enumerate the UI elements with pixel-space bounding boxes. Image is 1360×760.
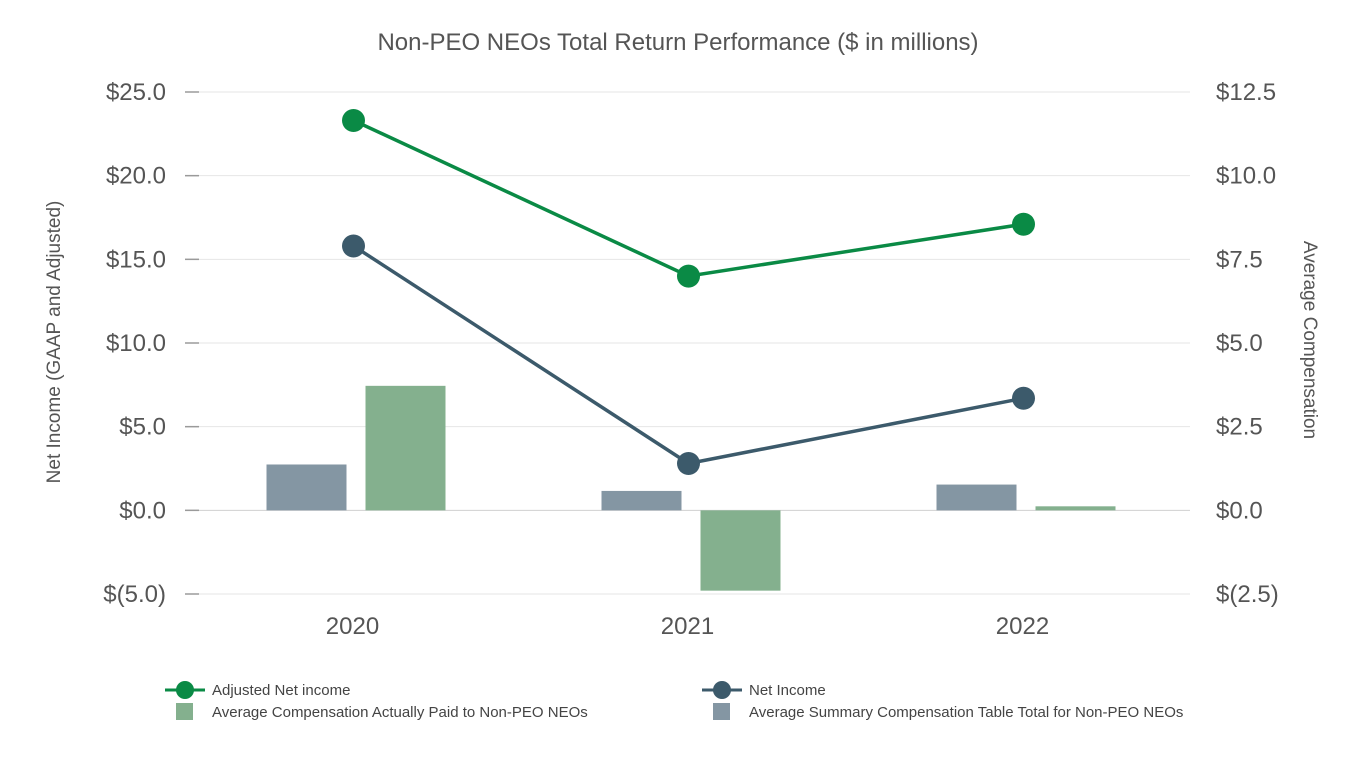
point-net-income <box>1012 386 1035 410</box>
point-net-income <box>677 451 700 475</box>
right-axis-ticks: $12.5 $10.0 $7.5 $5.0 $2.5 $0.0 $(2.5) <box>1216 79 1279 608</box>
bar-summary-comp <box>266 464 347 511</box>
left-axis-label: Net Income (GAAP and Adjusted) <box>44 201 65 484</box>
x-tick-label: 2020 <box>326 613 379 640</box>
legend-label: Average Summary Compensation Table Total… <box>749 704 1183 721</box>
line-adjusted-net-income <box>352 118 1024 278</box>
bar-summary-comp <box>601 490 682 511</box>
point-net-income <box>342 234 365 258</box>
x-tick-label: 2021 <box>661 613 714 640</box>
right-tick-label: $12.5 <box>1216 79 1276 106</box>
right-tick-label: $0.0 <box>1216 497 1263 524</box>
legend-label: Average Compensation Actually Paid to No… <box>212 704 588 721</box>
right-tick-label: $(2.5) <box>1216 581 1279 608</box>
right-tick-label: $10.0 <box>1216 163 1276 190</box>
legend-swatch-bar <box>713 703 730 720</box>
right-tick-label: $7.5 <box>1216 246 1263 273</box>
lines <box>342 108 1035 475</box>
bar-comp-actually-paid <box>700 510 781 591</box>
point-adjusted-net-income <box>677 264 700 288</box>
bars <box>266 385 1116 591</box>
bar-summary-comp <box>936 484 1017 511</box>
left-axis-ticks: $25.0 $20.0 $15.0 $10.0 $5.0 $0.0 $(5.0) <box>103 79 166 608</box>
left-tick-label: $20.0 <box>106 163 166 190</box>
left-tick-label: $0.0 <box>119 497 166 524</box>
legend-label: Adjusted Net income <box>212 682 350 699</box>
legend-swatch-bar <box>176 703 193 720</box>
left-tick-label: $5.0 <box>119 414 166 441</box>
bar-comp-actually-paid <box>365 385 446 511</box>
gridlines <box>185 91 1190 595</box>
legend-label: Net Income <box>749 682 826 699</box>
legend-swatch-marker <box>176 681 194 699</box>
chart-title: Non-PEO NEOs Total Return Performance ($… <box>377 29 978 56</box>
left-tick-label: $10.0 <box>106 330 166 357</box>
legend-swatch-marker <box>713 681 731 699</box>
legend: Adjusted Net income Net Income Average Com… <box>165 681 1183 721</box>
x-tick-label: 2022 <box>996 613 1049 640</box>
left-tick-label: $15.0 <box>106 246 166 273</box>
x-axis-ticks: 2020 2021 2022 <box>326 613 1049 640</box>
bar-comp-actually-paid <box>1035 506 1116 511</box>
right-tick-label: $5.0 <box>1216 330 1263 357</box>
point-adjusted-net-income <box>342 108 365 132</box>
right-tick-label: $2.5 <box>1216 414 1263 441</box>
left-tick-label: $25.0 <box>106 79 166 106</box>
left-tick-label: $(5.0) <box>103 581 166 608</box>
right-axis-label: Average Compensation <box>1299 241 1320 439</box>
point-adjusted-net-income <box>1012 212 1035 236</box>
